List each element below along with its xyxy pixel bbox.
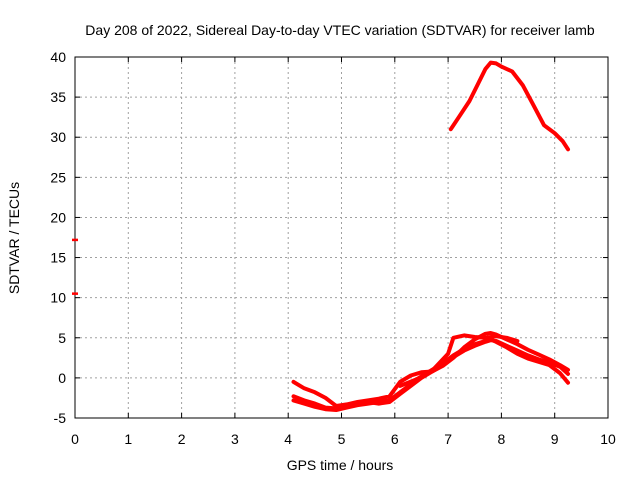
y-tick-label: 30 xyxy=(50,129,66,145)
y-axis-label: SDTVAR / TECUs xyxy=(6,182,22,294)
x-tick-label: 10 xyxy=(600,431,616,447)
grid-lines xyxy=(75,57,608,418)
y-tick-label: 35 xyxy=(50,89,66,105)
y-tick-label: 0 xyxy=(58,370,66,386)
x-tick-label: 7 xyxy=(444,431,452,447)
x-tick-label: 0 xyxy=(71,431,79,447)
y-tick-label: 5 xyxy=(58,330,66,346)
y-tick-label: 25 xyxy=(50,169,66,185)
y-tick-label: -5 xyxy=(54,410,67,426)
y-tick-label: 20 xyxy=(50,209,66,225)
series-low-track-4 xyxy=(398,333,520,388)
data-series xyxy=(72,60,570,412)
y-tick-label: 10 xyxy=(50,290,66,306)
x-tick-label: 6 xyxy=(391,431,399,447)
x-tick-label: 8 xyxy=(498,431,506,447)
chart-title: Day 208 of 2022, Sidereal Day-to-day VTE… xyxy=(85,22,595,38)
x-axis-label: GPS time / hours xyxy=(287,457,394,473)
series-high-arc xyxy=(448,60,570,152)
x-tick-label: 4 xyxy=(284,431,292,447)
x-tick-label: 9 xyxy=(551,431,559,447)
y-tick-label: 15 xyxy=(50,250,66,266)
y-tick-label: 40 xyxy=(50,49,66,65)
x-tick-label: 5 xyxy=(338,431,346,447)
x-tick-label: 3 xyxy=(231,431,239,447)
x-tick-label: 2 xyxy=(178,431,186,447)
x-tick-label: 1 xyxy=(124,431,132,447)
